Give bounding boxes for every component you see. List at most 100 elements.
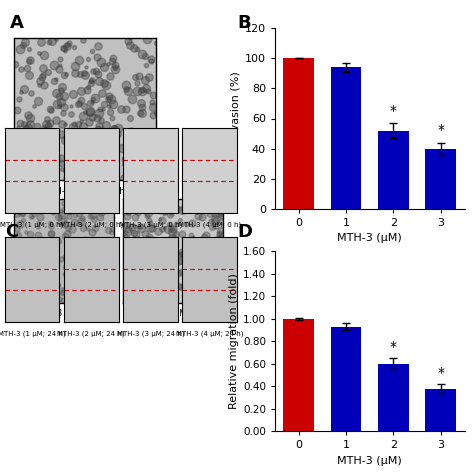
Point: [26, 114, 34, 121]
Text: MTH-3 (4 μM; 24 h): MTH-3 (4 μM; 24 h): [176, 330, 244, 337]
Point: [25, 111, 32, 118]
Point: [67, 261, 74, 269]
Point: [128, 223, 136, 231]
Text: MTH-3 (1 μM; 0 h): MTH-3 (1 μM; 0 h): [0, 221, 64, 228]
Point: [141, 206, 148, 213]
Point: [101, 239, 109, 247]
Point: [174, 282, 182, 290]
Point: [193, 208, 201, 215]
Point: [22, 228, 30, 236]
Point: [108, 262, 116, 270]
Point: [80, 225, 87, 232]
Point: [90, 154, 98, 162]
Point: [57, 131, 65, 138]
Point: [146, 217, 153, 224]
Point: [70, 254, 77, 262]
Point: [138, 50, 146, 58]
Point: [140, 134, 147, 142]
Point: [69, 208, 76, 216]
Point: [14, 123, 22, 130]
Point: [31, 246, 39, 253]
Point: [168, 234, 176, 241]
Point: [29, 165, 37, 173]
Point: [161, 206, 169, 213]
Point: [18, 137, 25, 144]
Text: MTH-3 (2 μM; 0 h): MTH-3 (2 μM; 0 h): [60, 221, 123, 228]
Point: [128, 261, 135, 269]
Point: [60, 103, 67, 111]
Point: [71, 199, 78, 207]
Point: [122, 81, 130, 89]
Point: [207, 295, 215, 303]
Point: [81, 265, 89, 273]
Point: [40, 64, 47, 72]
Point: [23, 64, 31, 71]
Point: [63, 231, 71, 238]
Point: [17, 138, 25, 146]
Point: [146, 200, 154, 207]
Point: [138, 88, 146, 95]
Point: [89, 146, 97, 154]
Point: [96, 213, 103, 221]
Point: [50, 77, 58, 84]
Point: [65, 209, 73, 216]
Point: [31, 157, 39, 165]
Y-axis label: Relative migration (fold): Relative migration (fold): [228, 273, 238, 409]
Point: [57, 218, 64, 226]
Point: [146, 225, 154, 232]
Point: [87, 77, 95, 85]
Point: [25, 261, 32, 268]
Bar: [425, 389, 456, 431]
Point: [170, 249, 177, 257]
Point: [76, 70, 84, 78]
Point: [31, 239, 39, 247]
Point: [166, 293, 173, 301]
Point: [45, 259, 53, 267]
Point: [147, 238, 155, 246]
Point: [17, 65, 25, 73]
Point: [68, 273, 75, 281]
Point: [75, 145, 83, 153]
Point: [84, 55, 92, 63]
Point: [151, 142, 158, 149]
Point: [91, 154, 99, 161]
Point: [133, 88, 141, 95]
Point: [161, 198, 169, 206]
Point: [128, 95, 136, 103]
Point: [175, 257, 183, 264]
Point: [146, 219, 154, 227]
Point: [124, 225, 132, 232]
Point: [211, 210, 219, 217]
Point: [126, 42, 134, 49]
Point: [142, 76, 149, 83]
Point: [32, 206, 40, 213]
Point: [102, 81, 110, 89]
Point: [114, 130, 121, 137]
Point: [19, 216, 27, 224]
Point: [26, 128, 33, 136]
Point: [120, 174, 128, 182]
Point: [150, 294, 158, 301]
Point: [77, 88, 84, 95]
Point: [169, 203, 176, 210]
Point: [21, 158, 29, 165]
Point: [27, 296, 35, 303]
Point: [128, 251, 135, 259]
Point: [192, 257, 200, 264]
Point: [182, 201, 190, 209]
Point: [21, 254, 28, 261]
Text: MTH-3 (3 μM; 0 h): MTH-3 (3 μM; 0 h): [119, 221, 182, 228]
Point: [147, 260, 155, 267]
Point: [73, 165, 81, 173]
Point: [14, 294, 22, 302]
Point: [218, 211, 226, 219]
Point: [165, 257, 173, 264]
Point: [124, 207, 132, 215]
Point: [77, 276, 84, 284]
Point: [79, 123, 87, 130]
Point: [168, 257, 175, 265]
Point: [16, 273, 24, 281]
Point: [83, 86, 91, 93]
Point: [208, 217, 215, 225]
Point: [140, 248, 147, 256]
